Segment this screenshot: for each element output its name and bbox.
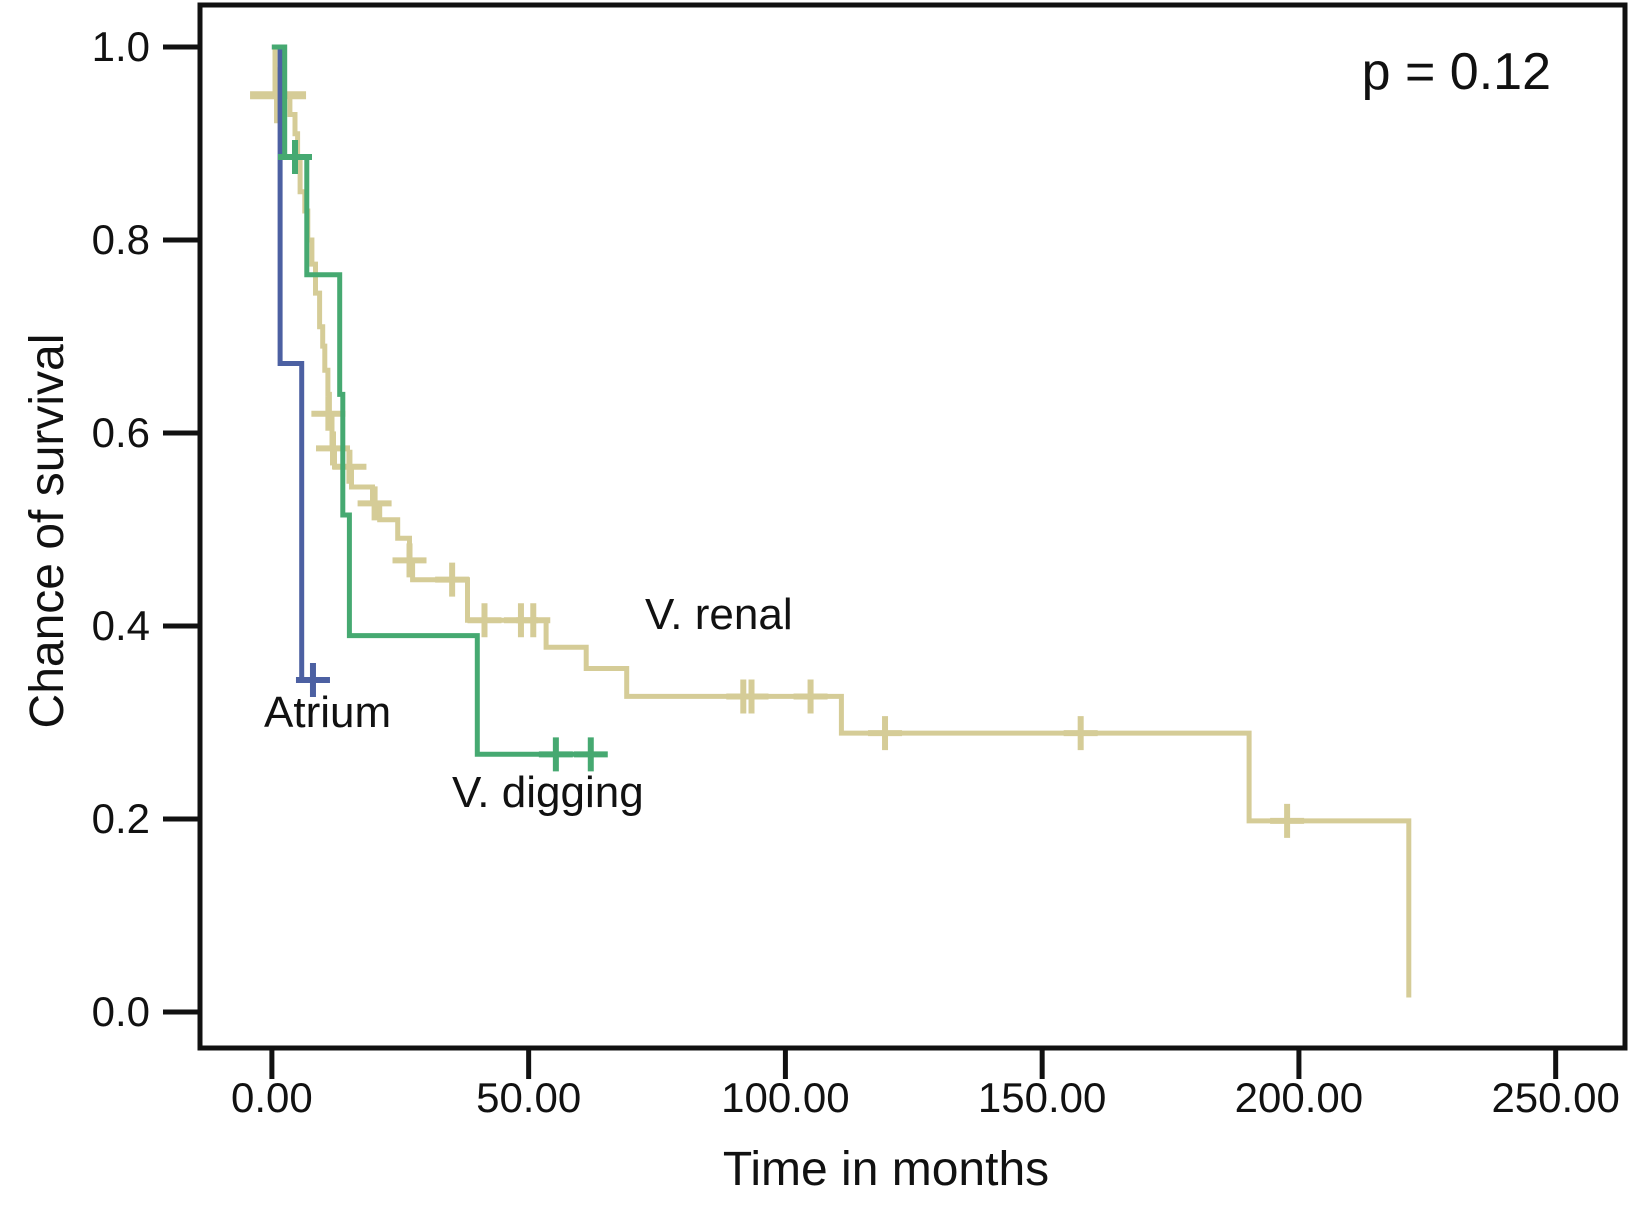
y-axis-tick-label: 0.8 [92, 216, 150, 263]
x-axis-tick-label: 200.00 [1235, 1074, 1363, 1121]
x-axis-tick-label: 0.00 [231, 1074, 313, 1121]
y-axis-tick-label: 0.6 [92, 409, 150, 456]
curve-label-v-digging: V. digging [452, 768, 644, 817]
plot-frame [197, 2, 1628, 1051]
x-axis-tick-label: 250.00 [1491, 1074, 1619, 1121]
y-axis-tick-label: 0.4 [92, 602, 150, 649]
x-axis-tick-label: 150.00 [978, 1074, 1106, 1121]
curve-label-atrium: Atrium [264, 688, 392, 737]
x-axis-tick-label: 50.00 [476, 1074, 581, 1121]
p-value-annotation: p = 0.12 [1361, 43, 1551, 101]
x-axis-tick-label: 100.00 [721, 1074, 849, 1121]
x-axis-title: Time in months [722, 1143, 1050, 1196]
y-axis-tick-label: 0.2 [92, 795, 150, 842]
curve-label-v-renal: V. renal [645, 590, 793, 639]
y-axis-tick-label: 1.0 [92, 23, 150, 70]
y-axis-tick-label: 0.0 [92, 988, 150, 1035]
y-axis-title: Chance of survival [21, 333, 74, 729]
survival-curve-v-renal [271, 44, 1412, 998]
